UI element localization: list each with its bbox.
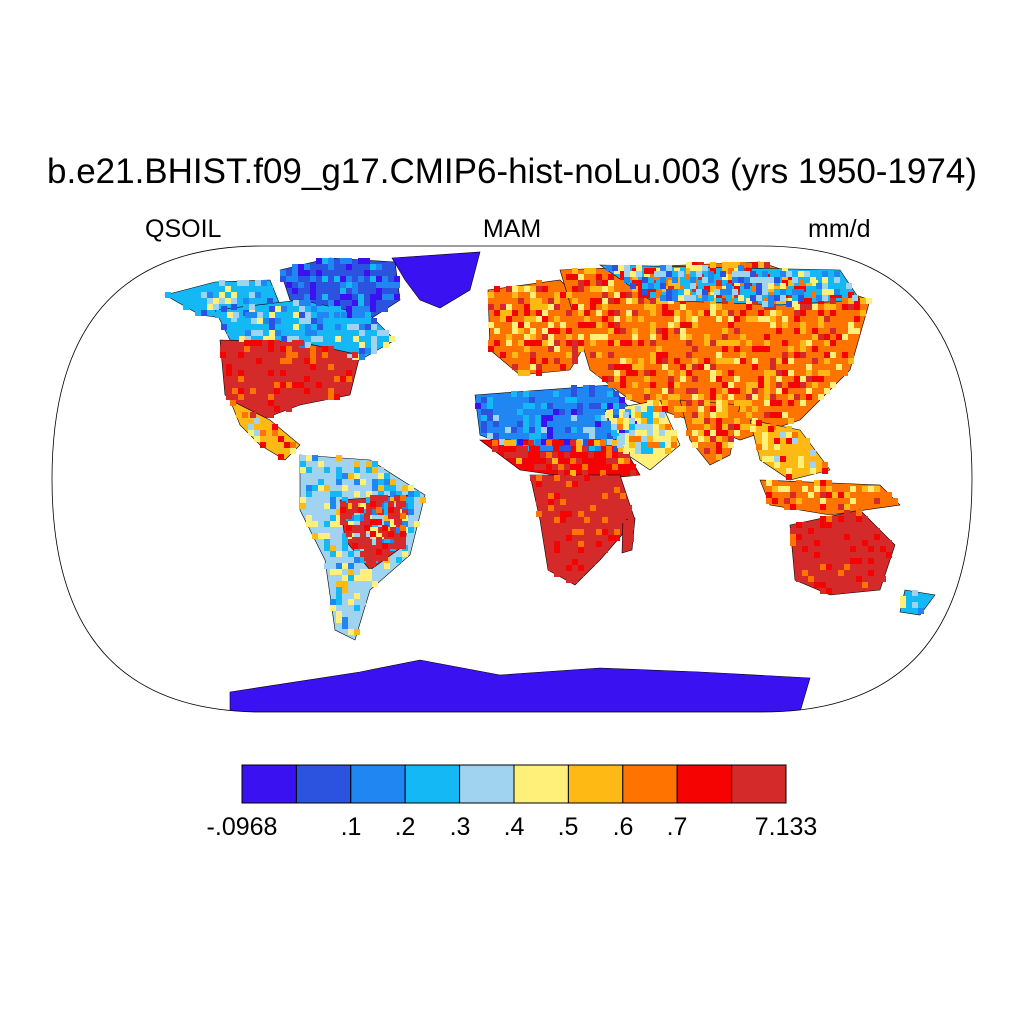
colorbar-box (350, 764, 406, 804)
colorbar-box (676, 764, 733, 804)
units-label: mm/d (808, 215, 871, 243)
colorbar-label: .1 (340, 813, 362, 841)
colorbar-label: .7 (666, 813, 688, 841)
colorbar-label: .6 (612, 813, 634, 841)
region-antarctica (229, 659, 811, 712)
region-greenland (391, 251, 481, 309)
colorbar-label: 7.133 (754, 813, 818, 841)
colorbar-box (241, 764, 297, 804)
colorbar-box (459, 764, 515, 804)
colorbar-box (622, 764, 678, 804)
colorbar-box (295, 764, 352, 804)
colorbar-label: .2 (394, 813, 416, 841)
land-texture (165, 258, 924, 635)
colorbar-box (404, 764, 461, 804)
season-label: MAM (482, 215, 542, 243)
colorbar-box (567, 764, 624, 804)
colorbar-label: .4 (503, 813, 525, 841)
colorbar-box (731, 764, 787, 804)
colorbar (241, 764, 787, 804)
colorbar-label: .3 (449, 813, 471, 841)
colorbar-box (513, 764, 569, 804)
variable-label: QSOIL (145, 215, 222, 243)
colorbar-label: -.0968 (206, 813, 278, 841)
plot-title: b.e21.BHIST.f09_g17.CMIP6-hist-noLu.003 … (47, 152, 977, 191)
land-field (164, 251, 936, 712)
colorbar-label: .5 (557, 813, 579, 841)
globe-outline (51, 245, 973, 713)
